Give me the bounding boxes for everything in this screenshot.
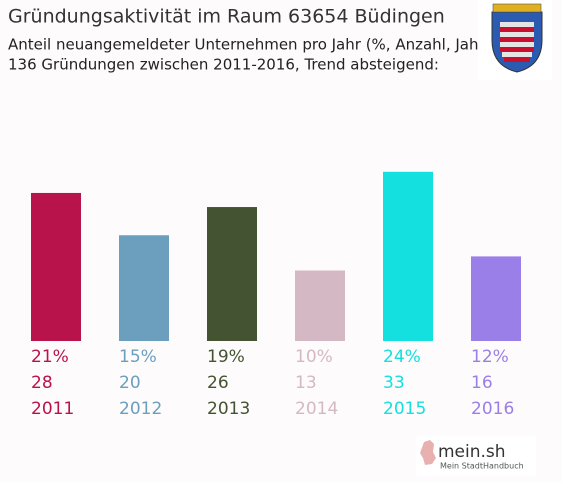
count-label: 13 — [295, 373, 317, 393]
chart-subtitle: Anteil neuangemeldeter Unternehmen pro J… — [8, 36, 491, 54]
count-label: 20 — [119, 373, 141, 393]
value-label: 15% — [119, 347, 157, 367]
bar — [31, 192, 81, 341]
bar — [471, 256, 521, 341]
value-label: 10% — [295, 347, 333, 367]
value-label: 12% — [471, 347, 509, 367]
x-tick-label: 2015 — [383, 399, 426, 419]
x-tick-label: 2016 — [471, 399, 514, 419]
x-tick-label: 2011 — [31, 399, 74, 419]
value-label: 21% — [31, 347, 69, 367]
value-label: 24% — [383, 347, 421, 367]
bar — [207, 207, 257, 341]
count-label: 26 — [207, 373, 229, 393]
logo-text: mein.sh — [438, 442, 506, 462]
bar — [295, 270, 345, 341]
chart-subtitle: 136 Gründungen zwischen 2011-2016, Trend… — [8, 56, 439, 74]
logo: mein.sh Mein StadtHandbuch — [416, 436, 536, 476]
chart-title: Gründungsaktivität im Raum 63654 Büdinge… — [8, 6, 445, 28]
x-tick-label: 2012 — [119, 399, 162, 419]
count-label: 28 — [31, 373, 53, 393]
x-tick-label: 2014 — [295, 399, 338, 419]
count-label: 16 — [471, 373, 493, 393]
count-label: 33 — [383, 373, 405, 393]
logo-tagline: Mein StadtHandbuch — [440, 462, 524, 471]
bar — [119, 235, 169, 341]
value-label: 19% — [207, 347, 245, 367]
bar — [383, 171, 433, 341]
x-tick-label: 2013 — [207, 399, 250, 419]
coat-of-arms — [478, 0, 552, 80]
